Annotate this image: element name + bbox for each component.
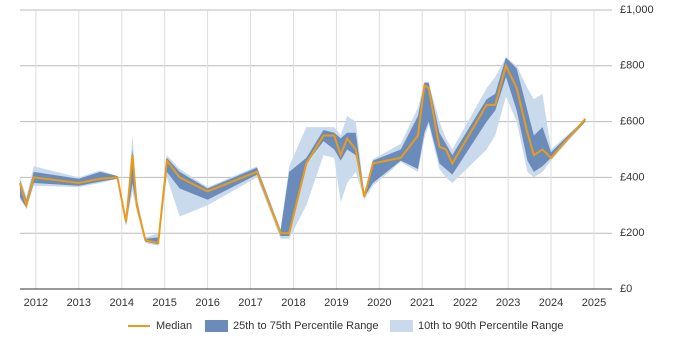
- x-tick-label: 2018: [281, 297, 305, 309]
- x-tick-label: 2015: [152, 297, 176, 309]
- legend-swatch: [205, 320, 228, 332]
- percentile-band: [20, 57, 586, 246]
- y-tick-label: £600: [620, 116, 644, 128]
- x-tick-label: 2012: [24, 297, 48, 309]
- legend-label: Median: [156, 320, 192, 332]
- x-tick-label: 2019: [324, 297, 348, 309]
- x-tick-label: 2020: [367, 297, 391, 309]
- x-tick-label: 2014: [110, 297, 134, 309]
- y-tick-label: £200: [620, 227, 644, 239]
- x-tick-label: 2016: [195, 297, 219, 309]
- x-tick-label: 2017: [238, 297, 262, 309]
- median-line: [19, 62, 587, 245]
- x-tick-label: 2022: [453, 297, 477, 309]
- x-tick-label: 2013: [67, 297, 91, 309]
- legend-label: 10th to 90th Percentile Range: [418, 320, 564, 332]
- y-tick-label: £1,000: [620, 4, 654, 16]
- y-tick-label: £0: [620, 283, 632, 295]
- x-tick-label: 2021: [410, 297, 434, 309]
- x-tick-label: 2025: [582, 297, 606, 309]
- y-tick-label: £400: [620, 171, 644, 183]
- y-tick-label: £800: [620, 60, 644, 72]
- x-tick-label: 2023: [496, 297, 520, 309]
- legend-label: 25th to 75th Percentile Range: [233, 320, 379, 332]
- x-tick-label: 2024: [539, 297, 563, 309]
- legend-swatch: [390, 320, 413, 332]
